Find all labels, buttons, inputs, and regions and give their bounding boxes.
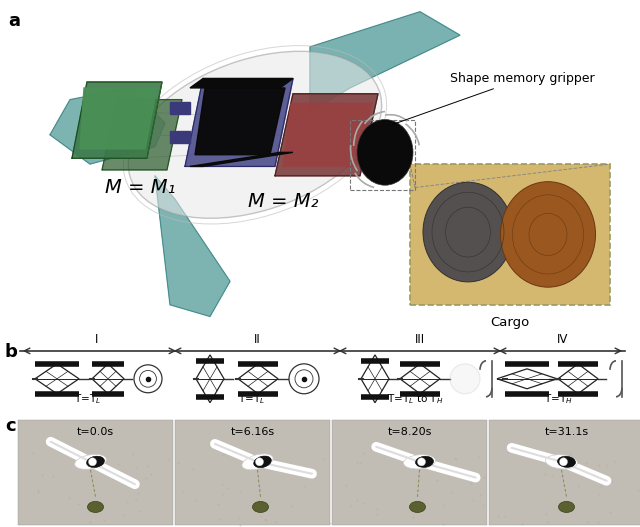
Ellipse shape	[557, 456, 575, 467]
Ellipse shape	[404, 455, 435, 469]
Text: T=T$_L$: T=T$_L$	[74, 392, 102, 406]
Text: t=8.20s: t=8.20s	[387, 427, 432, 437]
Text: M = M₂: M = M₂	[248, 192, 319, 211]
Text: c: c	[5, 417, 15, 435]
Bar	[410, 164, 610, 305]
Polygon shape	[195, 88, 285, 155]
Polygon shape	[310, 12, 460, 111]
Polygon shape	[185, 79, 293, 167]
Text: II: II	[253, 333, 260, 346]
Text: a: a	[8, 12, 20, 30]
Bar	[350, 120, 415, 190]
Ellipse shape	[423, 182, 513, 282]
Polygon shape	[102, 100, 182, 170]
Text: Shape memory gripper: Shape memory gripper	[392, 72, 595, 124]
Polygon shape	[190, 79, 293, 88]
Polygon shape	[275, 94, 378, 176]
Text: t=6.16s: t=6.16s	[230, 427, 275, 437]
Ellipse shape	[128, 51, 381, 218]
Ellipse shape	[545, 455, 577, 469]
Ellipse shape	[86, 456, 104, 467]
Text: IV: IV	[557, 333, 569, 346]
Polygon shape	[170, 131, 190, 143]
Bar	[175, 419, 330, 525]
Bar	[332, 419, 487, 525]
Circle shape	[450, 364, 480, 394]
Circle shape	[88, 458, 97, 466]
Ellipse shape	[75, 454, 106, 469]
Text: Cargo: Cargo	[490, 317, 530, 329]
Ellipse shape	[415, 456, 433, 467]
Polygon shape	[155, 176, 230, 317]
Circle shape	[417, 458, 426, 466]
Ellipse shape	[559, 501, 575, 512]
Text: T=T$_L$ to T$_H$: T=T$_L$ to T$_H$	[387, 392, 444, 406]
Polygon shape	[283, 103, 372, 167]
Text: t=0.0s: t=0.0s	[77, 427, 114, 437]
Text: T=T$_H$: T=T$_H$	[543, 392, 572, 406]
Circle shape	[357, 120, 413, 185]
Ellipse shape	[410, 501, 426, 512]
Text: b: b	[5, 343, 18, 361]
Polygon shape	[50, 88, 165, 164]
Polygon shape	[72, 82, 162, 158]
Ellipse shape	[88, 501, 104, 512]
Ellipse shape	[242, 454, 273, 470]
Text: T=T$_L$: T=T$_L$	[239, 392, 266, 406]
Polygon shape	[80, 88, 157, 149]
Polygon shape	[170, 102, 190, 114]
Ellipse shape	[500, 182, 595, 287]
Circle shape	[255, 458, 264, 466]
Ellipse shape	[253, 501, 269, 512]
Text: M = M₁: M = M₁	[105, 178, 175, 197]
Text: I: I	[95, 333, 99, 346]
Polygon shape	[190, 152, 293, 167]
Text: III: III	[415, 333, 425, 346]
Ellipse shape	[253, 456, 271, 467]
Bar	[489, 419, 640, 525]
Bar	[18, 419, 173, 525]
Text: t=31.1s: t=31.1s	[545, 427, 589, 437]
Circle shape	[559, 458, 568, 466]
